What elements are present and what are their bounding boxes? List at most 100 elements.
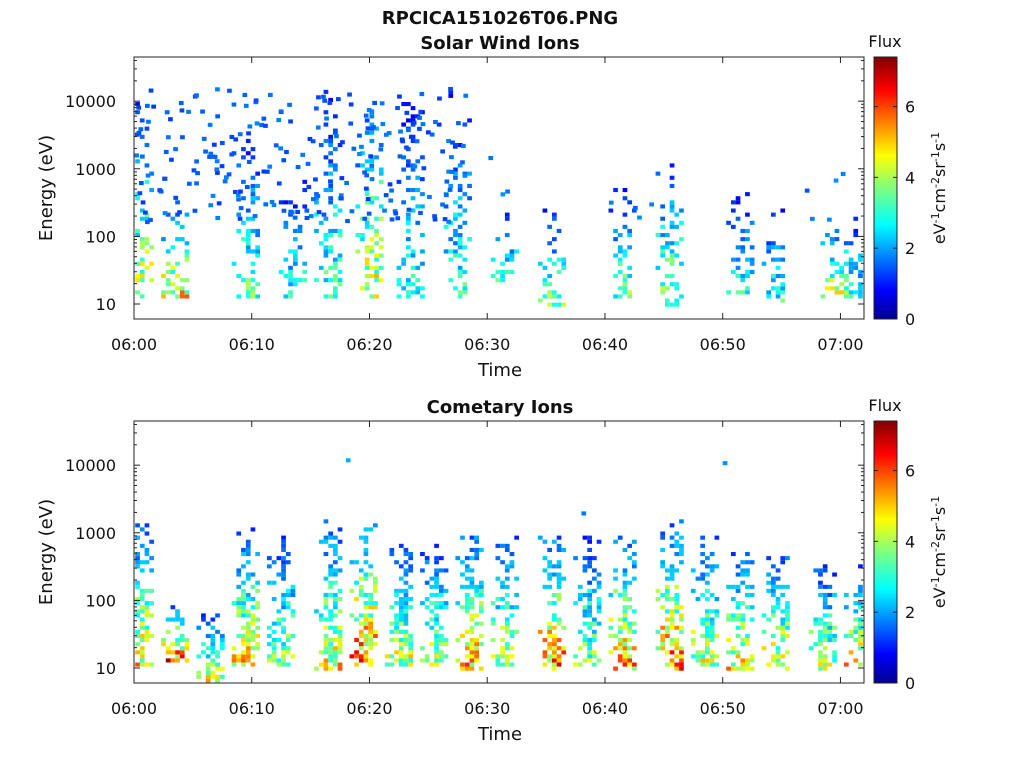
heatmap-cell bbox=[403, 617, 409, 622]
heatmap-cell bbox=[448, 257, 454, 262]
heatmap-cell bbox=[813, 617, 819, 622]
heatmap-cell bbox=[328, 646, 333, 651]
heatmap-cell bbox=[378, 265, 384, 270]
heatmap-cell bbox=[577, 662, 583, 667]
heatmap-cell bbox=[401, 122, 406, 127]
heatmap-cell bbox=[446, 139, 451, 144]
heatmap-cell bbox=[705, 564, 710, 569]
heatmap-cell bbox=[740, 278, 746, 283]
heatmap-cell bbox=[735, 572, 741, 577]
heatmap-cell bbox=[622, 274, 628, 279]
heatmap-cell bbox=[436, 122, 442, 127]
heatmap-cell bbox=[245, 609, 251, 614]
heatmap-cell bbox=[679, 658, 684, 663]
heatmap-cell bbox=[241, 220, 246, 225]
heatmap-cell bbox=[360, 233, 365, 238]
heatmap-cell bbox=[509, 253, 515, 258]
heatmap-cell bbox=[439, 584, 444, 589]
heatmap-cell bbox=[408, 564, 413, 569]
heatmap-cell bbox=[504, 662, 510, 667]
heatmap-cell bbox=[848, 629, 854, 634]
heatmap-cell bbox=[236, 163, 242, 168]
heatmap-cell bbox=[822, 662, 828, 667]
heatmap-cell bbox=[504, 601, 510, 606]
heatmap-cell bbox=[504, 605, 510, 610]
heatmap-cell bbox=[613, 188, 618, 193]
heatmap-cell bbox=[462, 208, 468, 213]
heatmap-cell bbox=[245, 638, 251, 643]
heatmap-cell bbox=[679, 605, 684, 610]
heatmap-cell bbox=[419, 92, 425, 97]
heatmap-cell bbox=[457, 224, 463, 229]
heatmap-cell bbox=[245, 185, 250, 190]
heatmap-cell bbox=[226, 172, 232, 177]
heatmap-cell bbox=[139, 241, 145, 246]
heatmap-cell bbox=[396, 278, 402, 283]
heatmap-cell bbox=[369, 224, 375, 229]
heatmap-cell bbox=[726, 666, 731, 671]
heatmap-cell bbox=[617, 617, 623, 622]
heatmap-cell bbox=[408, 646, 413, 651]
heatmap-cell bbox=[281, 646, 286, 651]
heatmap-cell bbox=[437, 96, 442, 101]
heatmap-cell bbox=[302, 278, 308, 283]
heatmap-cell bbox=[362, 170, 367, 175]
heatmap-cell bbox=[146, 119, 151, 124]
heatmap-cell bbox=[170, 265, 176, 270]
heatmap-cell bbox=[780, 654, 786, 659]
heatmap-cell bbox=[622, 584, 628, 589]
heatmap-cell bbox=[490, 638, 496, 643]
heatmap-cell bbox=[596, 584, 602, 589]
heatmap-cell bbox=[632, 539, 637, 544]
heatmap-cell bbox=[464, 642, 470, 647]
heatmap-cell bbox=[617, 642, 623, 647]
heatmap-cell bbox=[495, 237, 501, 242]
heatmap-cell bbox=[500, 580, 505, 585]
heatmap-cell bbox=[705, 642, 710, 647]
heatmap-cell bbox=[245, 237, 251, 242]
heatmap-cell bbox=[394, 560, 399, 565]
heatmap-cell bbox=[378, 143, 384, 148]
heatmap-cell bbox=[328, 568, 333, 573]
heatmap-cell bbox=[363, 654, 369, 659]
heatmap-cell bbox=[250, 654, 256, 659]
heatmap-cell bbox=[665, 617, 670, 622]
heatmap-cell bbox=[745, 274, 750, 279]
heatmap-cell bbox=[439, 642, 444, 647]
heatmap-cell bbox=[415, 265, 421, 270]
heatmap-cell bbox=[853, 609, 859, 614]
heatmap-cell bbox=[547, 621, 552, 626]
heatmap-cell bbox=[369, 130, 375, 135]
heatmap-cell bbox=[674, 625, 680, 630]
heatmap-cell bbox=[467, 237, 472, 242]
heatmap-cell bbox=[184, 294, 190, 299]
heatmap-cell bbox=[336, 97, 341, 102]
heatmap-cell bbox=[400, 139, 405, 144]
heatmap-cell bbox=[255, 183, 260, 188]
heatmap-cell bbox=[460, 535, 465, 540]
heatmap-cell bbox=[832, 633, 837, 638]
heatmap-cell bbox=[829, 286, 835, 291]
heatmap-cell bbox=[587, 638, 592, 643]
heatmap-cell bbox=[420, 552, 425, 557]
heatmap-cell bbox=[839, 269, 844, 274]
heatmap-cell bbox=[295, 165, 301, 170]
heatmap-cell bbox=[674, 609, 680, 614]
heatmap-cell bbox=[660, 233, 665, 238]
heatmap-cell bbox=[709, 609, 715, 614]
heatmap-cell bbox=[479, 666, 484, 671]
heatmap-cell bbox=[547, 547, 552, 552]
heatmap-cell bbox=[622, 196, 628, 201]
heatmap-cell bbox=[304, 208, 310, 213]
heatmap-cell bbox=[665, 274, 670, 279]
heatmap-cell bbox=[231, 646, 237, 651]
heatmap-cell bbox=[467, 171, 472, 176]
heatmap-cell bbox=[592, 650, 597, 655]
heatmap-cell bbox=[457, 290, 463, 295]
heatmap-cell bbox=[337, 143, 343, 148]
heatmap-cell bbox=[853, 617, 859, 622]
heatmap-cell bbox=[373, 588, 378, 593]
heatmap-cell bbox=[139, 134, 145, 139]
heatmap-cell bbox=[552, 613, 557, 618]
heatmap-cell bbox=[822, 629, 828, 634]
